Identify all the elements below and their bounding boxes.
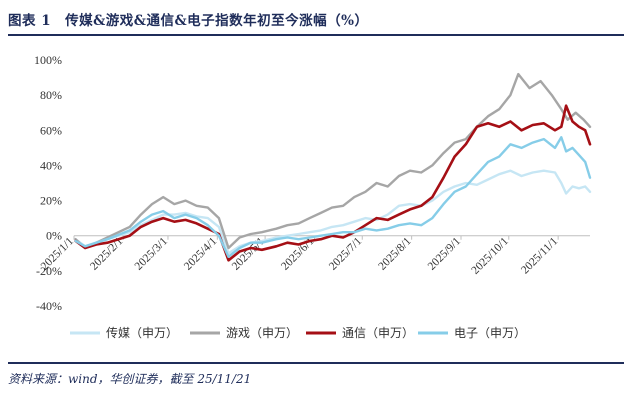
y-tick-label: -20% [36,264,62,278]
source-rule [8,362,624,364]
figure-title: 图表 1 传媒&游戏&通信&电子指数年初至今涨幅（%） [8,13,369,29]
y-tick-label: 0% [46,229,62,243]
series-line-4 [74,136,592,258]
y-tick-label: -40% [36,299,62,313]
y-tick-label: 80% [40,88,62,102]
series-line-1 [74,169,592,255]
title-rule [8,34,624,36]
x-tick-label: 2025/7/1 [327,235,365,273]
x-tick-label: 2025/4/1 [182,235,220,273]
legend-label: 通信（申万） [342,326,414,340]
y-axis: -40% -20% 0% 20% 40% 60% 80% 100% [34,53,62,313]
x-tick-label: 2025/3/1 [133,235,171,273]
series-lines [74,72,592,262]
legend-label: 游戏（申万） [226,326,298,340]
legend-label: 传媒（申万） [106,325,178,340]
y-tick-label: 20% [40,194,62,208]
series-line-3 [74,104,592,262]
legend-label: 电子（申万） [454,326,526,340]
x-axis: 2025/1/1 2025/2/1 2025/3/1 2025/4/1 2025/5/1… [39,235,561,277]
source-note: 资料来源：wind，华创证券，截至 25/11/21 [8,372,252,386]
y-tick-label: 60% [40,123,62,137]
x-tick-label: 2025/8/1 [376,235,414,273]
y-tick-label: 40% [40,158,62,172]
x-tick-label: 2025/10/1 [469,235,511,277]
line-chart: -40%-20%0%20%40%60%80%100% 2025/1/1 2025/… [34,53,592,340]
y-tick-label: 100% [34,53,62,67]
series-line-2 [74,72,592,250]
x-tick-label: 2025/11/1 [519,235,560,276]
x-tick-label: 2025/9/1 [426,235,464,273]
legend: 传媒（申万） 游戏（申万） 通信（申万） 电子（申万） [70,325,526,340]
x-tick-label: 2025/2/1 [88,235,126,273]
